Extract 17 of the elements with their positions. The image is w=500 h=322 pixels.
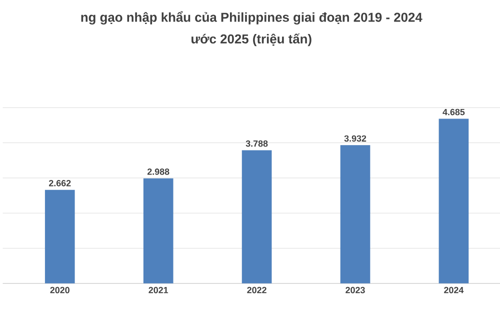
bar bbox=[242, 150, 272, 284]
bar bbox=[44, 190, 75, 284]
x-tick-label: 2024 bbox=[444, 286, 464, 294]
data-label: 2.988 bbox=[147, 168, 170, 175]
data-label: 2.662 bbox=[48, 180, 71, 186]
bar bbox=[143, 178, 174, 284]
data-label: 3.788 bbox=[246, 140, 268, 147]
bar bbox=[438, 118, 469, 284]
x-tick-label: 2022 bbox=[247, 286, 266, 294]
bar bbox=[340, 145, 370, 284]
chart-title: ng gạo nhập khẩu của Philippines giai đoạn 2019 - 2024 bbox=[81, 11, 422, 24]
chart-subtitle: ước 2025 (triệu tấn) bbox=[192, 33, 312, 46]
x-tick-label: 2023 bbox=[346, 286, 365, 294]
data-label: 4.685 bbox=[442, 108, 465, 116]
x-tick-label: 2020 bbox=[50, 286, 70, 294]
x-tick-label: 2021 bbox=[148, 286, 168, 294]
data-label: 3.932 bbox=[344, 135, 366, 142]
